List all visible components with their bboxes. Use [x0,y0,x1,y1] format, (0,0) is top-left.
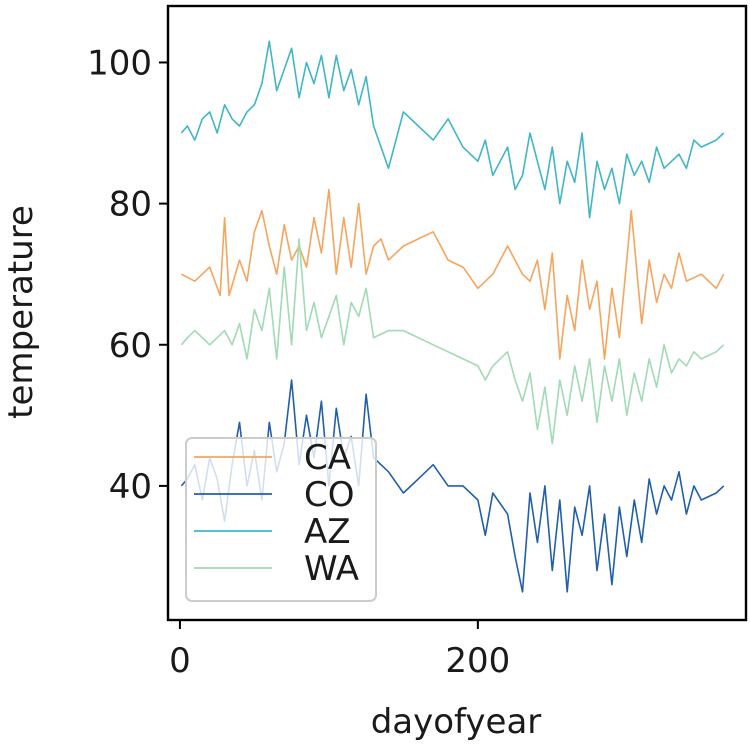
legend-label-co: CO [304,475,355,515]
y-axis-label: temperature [1,205,41,419]
series-line-ca [181,188,725,360]
legend-label-ca: CA [304,438,351,478]
y-tick-label: 100 [87,43,152,83]
legend-box [185,437,377,602]
x-tick-label: 0 [169,641,191,681]
y-tick-label: 40 [109,467,152,507]
series-line-az [180,40,725,219]
axes-layer: 0 200 40 60 80 100 [87,4,748,681]
y-tick-label: 60 [109,326,152,366]
x-axis-label: dayofyear [371,702,542,742]
series-line-wa [180,238,725,445]
x-tick-label: 200 [445,641,510,681]
y-tick-label: 80 [109,185,152,225]
plot-frame [166,4,748,622]
legend-label-az: AZ [304,512,351,552]
legend-label-wa: WA [304,549,359,589]
